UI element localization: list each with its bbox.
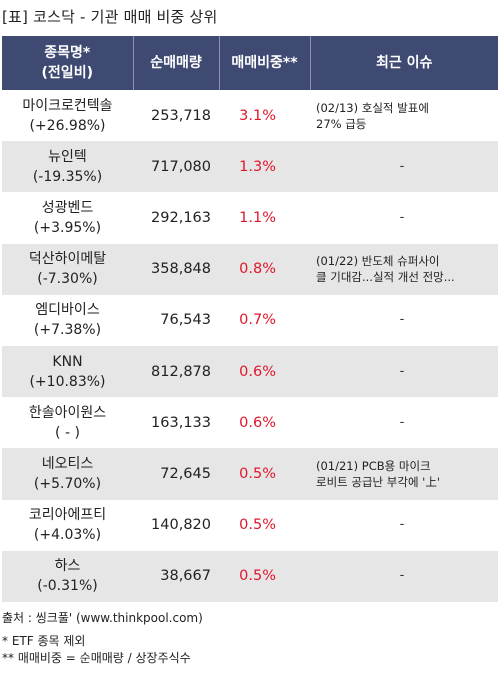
stock-change: (-19.35%): [32, 168, 103, 185]
trade-ratio: 0.7%: [219, 294, 310, 346]
net-volume: 717,080: [133, 141, 219, 193]
stock-name: KNN: [52, 353, 83, 370]
header-volume: 순매매량: [132, 36, 219, 90]
stock-change: (+26.98%): [29, 117, 106, 134]
table-row: 엠디바이스 (+7.38%) 76,543 0.7% -: [2, 294, 498, 346]
net-volume: 253,718: [133, 90, 219, 142]
issue-line-1: (01/21) PCB용 마이크: [316, 458, 431, 473]
trade-ratio: 0.6%: [219, 345, 310, 398]
net-volume: 72,645: [133, 448, 219, 500]
footnote-etf: * ETF 종목 제외: [2, 634, 86, 648]
trade-ratio: 0.5%: [219, 499, 310, 551]
table-row: 코리아에프티 (+4.03%) 140,820 0.5% -: [2, 499, 498, 551]
trade-ratio: 0.5%: [219, 448, 310, 500]
recent-issue: -: [310, 397, 498, 449]
footnote-ratio: ** 매매비중 = 순매매량 / 상장주식수: [2, 651, 191, 665]
net-volume: 812,878: [133, 345, 219, 398]
recent-issue: (01/22) 반도체 슈퍼사이 클 기대감...실적 개선 전망...: [310, 243, 498, 295]
net-volume: 292,163: [133, 192, 219, 244]
net-volume: 358,848: [133, 243, 219, 295]
stock-change: (+3.95%): [33, 219, 102, 236]
stock-name-cell: 한솔아이원스 ( - ): [2, 397, 133, 449]
trade-ratio: 3.1%: [219, 90, 310, 142]
page-title: [표] 코스닥 - 기관 매매 비중 상위: [2, 8, 218, 26]
table-row: 네오티스 (+5.70%) 72,645 0.5% (01/21) PCB용 마이크 로비…: [2, 448, 498, 500]
stock-name: 네오티스: [41, 455, 94, 472]
table-header-row: 종목명* (전일비) 순매매량 매매비중** 최근 이슈: [2, 36, 498, 90]
header-name: 종목명* (전일비): [2, 36, 133, 90]
recent-issue: -: [310, 192, 498, 244]
stock-name-cell: 덕산하이메탈 (-7.30%): [2, 243, 133, 295]
stock-name: 마이크로컨텍솔: [22, 97, 113, 114]
table-row: 하스 (-0.31%) 38,667 0.5% -: [2, 550, 498, 602]
net-volume: 76,543: [133, 294, 219, 346]
recent-issue: -: [310, 294, 498, 346]
stock-name: 엠디바이스: [35, 302, 100, 319]
table-body: 마이크로컨텍솔 (+26.98%) 253,718 3.1% (02/13) 호실적 발…: [2, 90, 498, 602]
footer: 출처 : 씽크풀' (www.thinkpool.com) * ETF 종목 제…: [2, 610, 203, 667]
stock-name-cell: 엠디바이스 (+7.38%): [2, 294, 133, 346]
table-row: KNN (+10.83%) 812,878 0.6% -: [2, 345, 498, 398]
ranking-table: 종목명* (전일비) 순매매량 매매비중** 최근 이슈 마이크로컨텍솔 (+26…: [2, 36, 498, 602]
stock-name: 한솔아이원스: [28, 404, 107, 421]
trade-ratio: 0.8%: [219, 243, 310, 295]
recent-issue: (01/21) PCB용 마이크 로비트 공급난 부각에 '上': [310, 448, 498, 500]
stock-change: (-7.30%): [37, 271, 98, 288]
issue-line-1: (02/13) 호실적 발표에: [316, 100, 429, 115]
issue-line-2: 로비트 공급난 부각에 '上': [316, 474, 441, 489]
stock-change: (+5.70%): [33, 475, 102, 492]
stock-change: (+10.83%): [29, 373, 106, 390]
recent-issue: -: [310, 345, 498, 398]
recent-issue: -: [310, 550, 498, 602]
recent-issue: -: [310, 499, 498, 551]
recent-issue: -: [310, 141, 498, 193]
issue-line-2: 27% 급등: [316, 116, 367, 131]
net-volume: 163,133: [133, 397, 219, 449]
header-issue: 최근 이슈: [309, 36, 498, 90]
stock-name-cell: 하스 (-0.31%): [2, 550, 133, 602]
table-row: 성광벤드 (+3.95%) 292,163 1.1% -: [2, 192, 498, 244]
table-row: 뉴인텍 (-19.35%) 717,080 1.3% -: [2, 141, 498, 193]
stock-name-cell: KNN (+10.83%): [2, 345, 133, 398]
trade-ratio: 0.6%: [219, 397, 310, 449]
source-note: 출처 : 씽크풀' (www.thinkpool.com): [2, 611, 203, 625]
recent-issue: (02/13) 호실적 발표에 27% 급등: [310, 90, 498, 142]
trade-ratio: 1.1%: [219, 192, 310, 244]
stock-name-cell: 네오티스 (+5.70%): [2, 448, 133, 500]
table-row: 한솔아이원스 ( - ) 163,133 0.6% -: [2, 397, 498, 449]
stock-name: 뉴인텍: [48, 148, 87, 165]
net-volume: 38,667: [133, 550, 219, 602]
net-volume: 140,820: [133, 499, 219, 551]
stock-name-cell: 성광벤드 (+3.95%): [2, 192, 133, 244]
header-name-line2: (전일비): [41, 65, 93, 81]
issue-line-1: (01/22) 반도체 슈퍼사이: [316, 254, 440, 269]
header-ratio: 매매비중**: [218, 36, 310, 90]
issue-line-2: 클 기대감...실적 개선 전망...: [316, 270, 455, 285]
stock-name-cell: 뉴인텍 (-19.35%): [2, 141, 133, 193]
stock-change: (+4.03%): [33, 527, 102, 544]
trade-ratio: 0.5%: [219, 550, 310, 602]
stock-name-cell: 마이크로컨텍솔 (+26.98%): [2, 90, 133, 142]
stock-name: 코리아에프티: [28, 507, 107, 524]
stock-change: (+7.38%): [33, 322, 102, 339]
table-row: 덕산하이메탈 (-7.30%) 358,848 0.8% (01/22) 반도체 슈퍼사…: [2, 243, 498, 295]
stock-change: ( - ): [55, 424, 80, 441]
stock-change: (-0.31%): [37, 578, 98, 595]
stock-name: 성광벤드: [41, 199, 94, 216]
stock-name: 하스: [54, 558, 81, 575]
stock-name: 덕산하이메탈: [28, 251, 107, 268]
trade-ratio: 1.3%: [219, 141, 310, 193]
table-row: 마이크로컨텍솔 (+26.98%) 253,718 3.1% (02/13) 호실적 발…: [2, 90, 498, 142]
stock-name-cell: 코리아에프티 (+4.03%): [2, 499, 133, 551]
header-name-line1: 종목명*: [44, 45, 91, 61]
